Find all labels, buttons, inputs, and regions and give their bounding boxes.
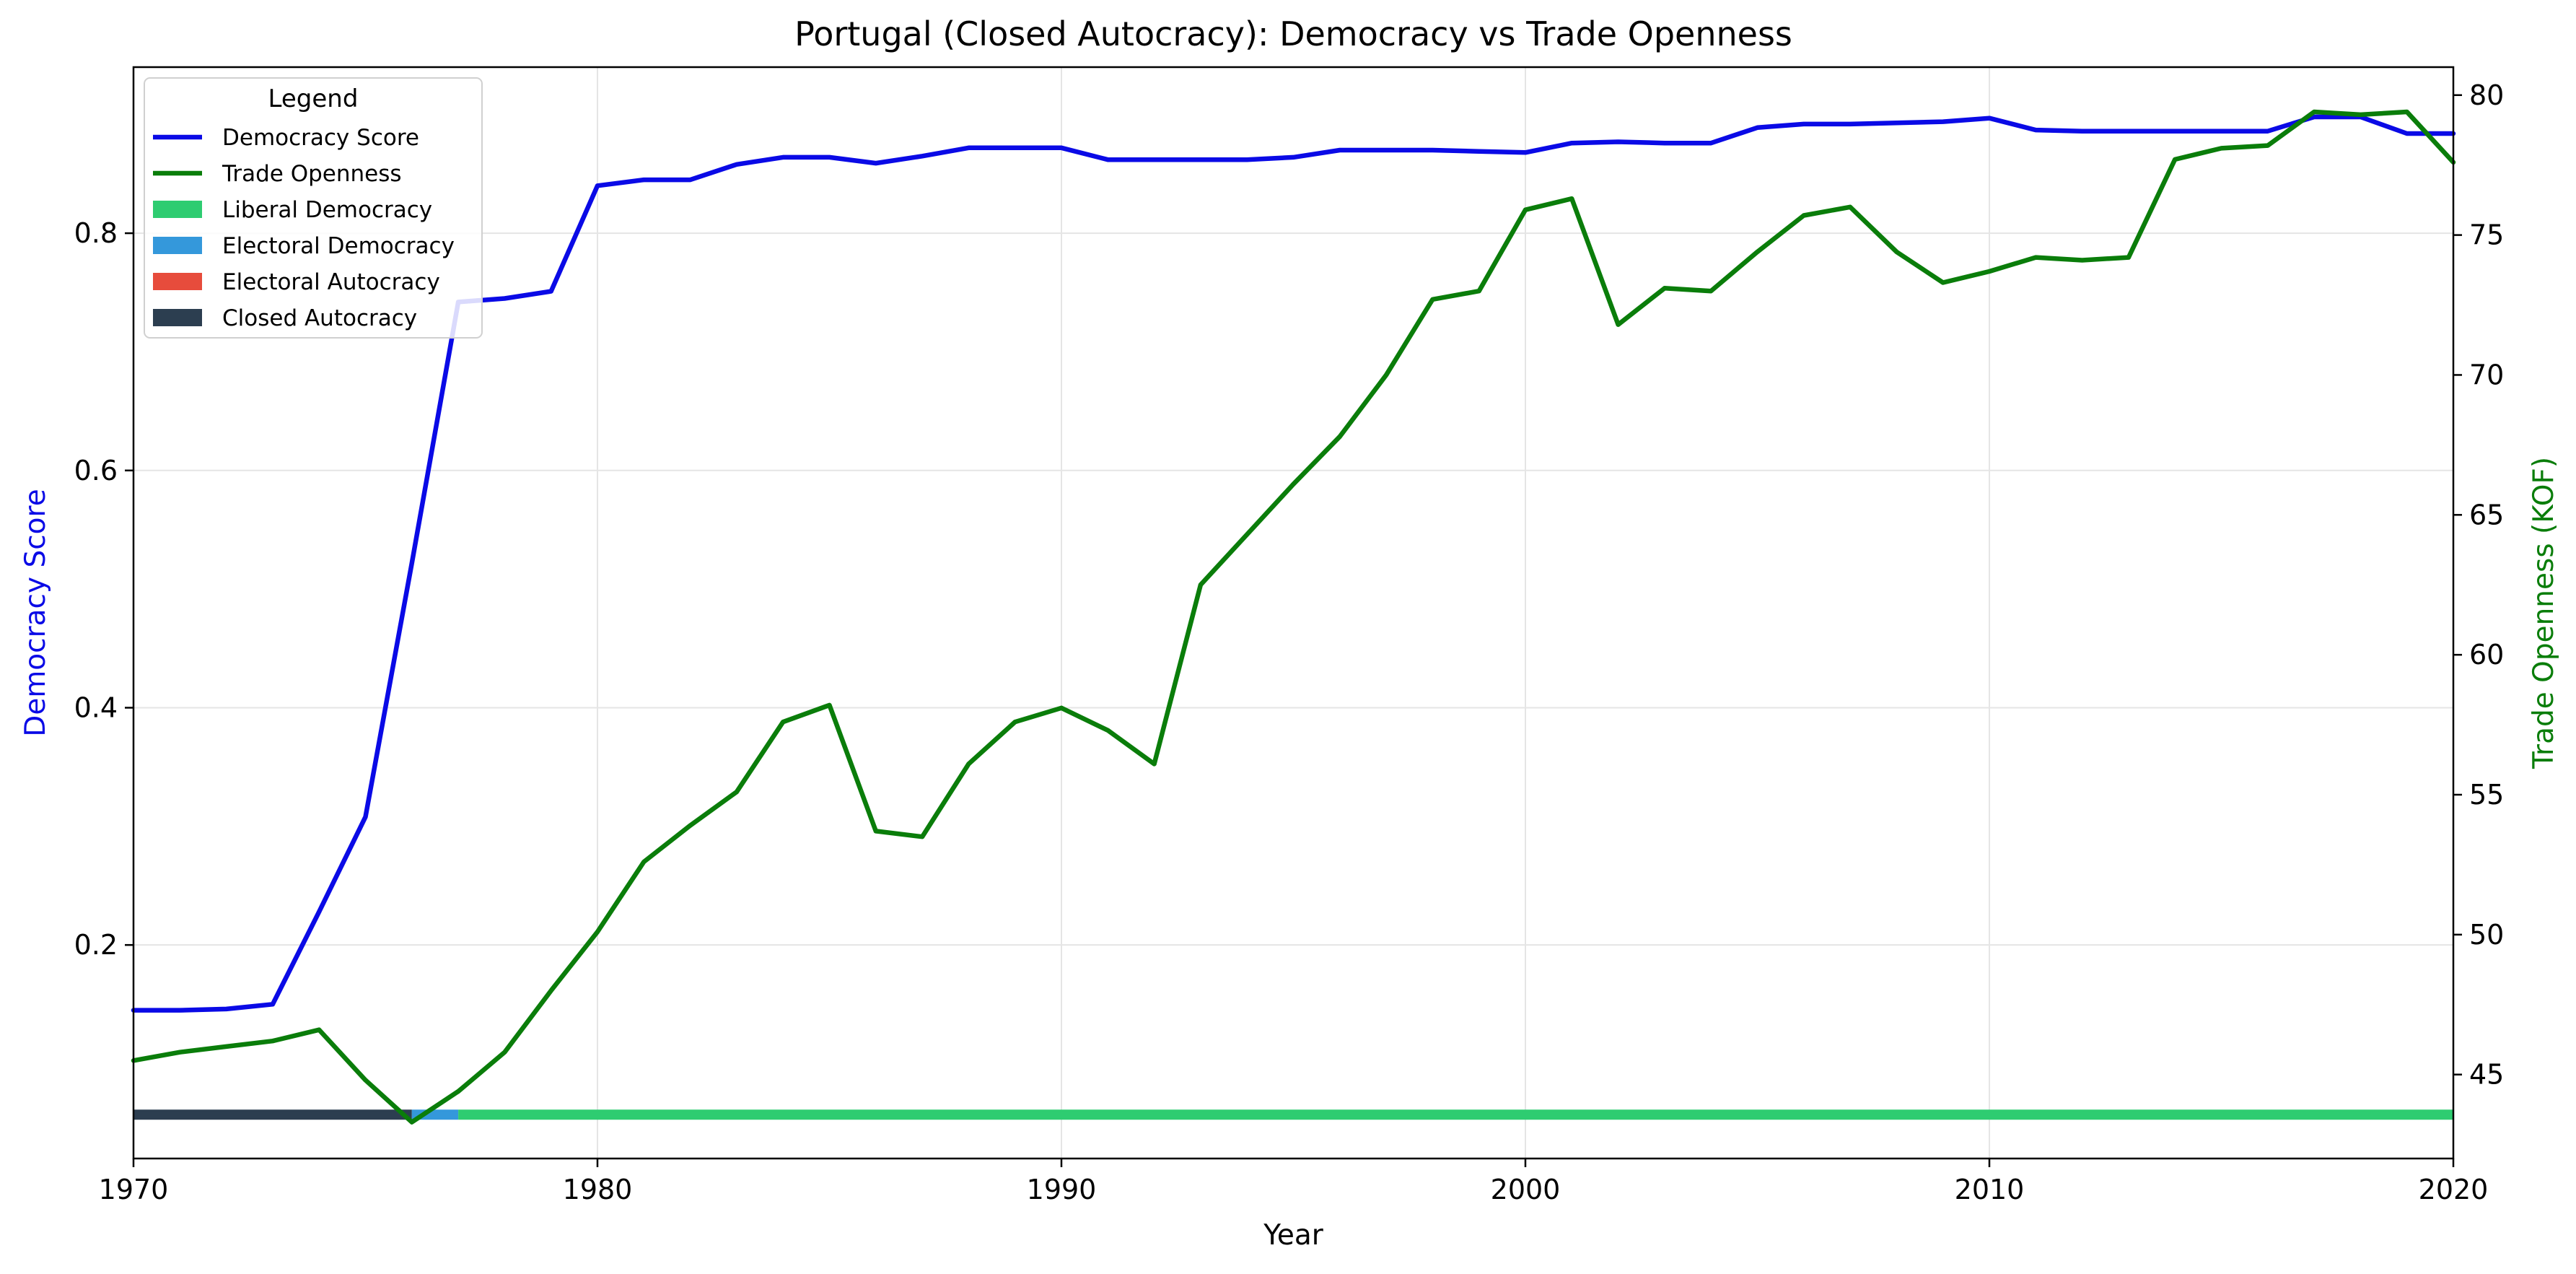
left-y-axis: 0.2 0.4 0.6 0.8 <box>74 217 133 961</box>
left-y-tick-label: 0.4 <box>74 691 118 723</box>
plot-area-frame <box>132 66 2455 1160</box>
legend-item: Closed Autocracy <box>153 305 417 331</box>
legend-label: Closed Autocracy <box>222 305 417 331</box>
right-y-tick-label: 70 <box>2469 359 2504 391</box>
chart-title: Portugal (Closed Autocracy): Democracy v… <box>794 14 1792 53</box>
right-y-tick-label: 55 <box>2469 779 2504 811</box>
legend: Legend Democracy Score Trade Openness Liber… <box>144 77 483 339</box>
legend-item: Electoral Autocracy <box>153 269 440 295</box>
x-tick-label: 1970 <box>99 1174 169 1205</box>
x-tick-label: 1990 <box>1027 1174 1097 1205</box>
left-y-axis-label: Democracy Score <box>19 489 52 736</box>
legend-item: Electoral Democracy <box>153 233 455 259</box>
legend-item: Trade Openness <box>153 161 402 187</box>
x-tick-label: 2000 <box>1491 1174 1561 1205</box>
right-y-tick-label: 45 <box>2469 1059 2504 1091</box>
grid <box>133 67 2453 1159</box>
series-line-trade-openness <box>131 109 2456 1125</box>
x-tick-label: 2020 <box>2419 1174 2489 1205</box>
legend-swatch-patch <box>153 201 202 218</box>
right-y-axis: 45 50 55 60 65 70 75 80 <box>2453 79 2504 1091</box>
left-y-tick-label: 0.2 <box>74 929 118 961</box>
legend-item: Liberal Democracy <box>153 197 432 223</box>
right-y-tick-label: 75 <box>2469 219 2504 251</box>
legend-swatch-patch <box>153 273 202 290</box>
left-y-tick-label: 0.8 <box>74 217 118 249</box>
right-y-axis-label: Trade Openness (KOF) <box>2528 457 2560 769</box>
legend-label: Electoral Democracy <box>222 233 455 259</box>
x-tick-label: 1980 <box>563 1174 633 1205</box>
x-tick-label: 2010 <box>1955 1174 2025 1205</box>
legend-swatch-patch <box>153 237 202 254</box>
legend-title: Legend <box>268 84 359 113</box>
legend-item: Democracy Score <box>153 125 419 151</box>
legend-swatch-patch <box>153 309 202 326</box>
legend-label: Trade Openness <box>222 161 402 187</box>
legend-label: Liberal Democracy <box>222 197 432 223</box>
right-y-tick-label: 60 <box>2469 639 2504 671</box>
x-axis-label: Year <box>1263 1219 1324 1252</box>
left-y-tick-label: 0.6 <box>74 455 118 487</box>
right-y-tick-label: 50 <box>2469 919 2504 951</box>
right-y-tick-label: 80 <box>2469 79 2504 111</box>
legend-label: Electoral Autocracy <box>222 269 440 295</box>
x-axis: 1970 1980 1990 2000 2010 2020 <box>99 1159 2489 1205</box>
legend-label: Democracy Score <box>222 125 419 151</box>
right-y-tick-label: 65 <box>2469 499 2504 531</box>
series-layer <box>131 109 2456 1125</box>
series-line-democracy-score <box>131 114 2456 1013</box>
legend-box <box>144 77 483 339</box>
